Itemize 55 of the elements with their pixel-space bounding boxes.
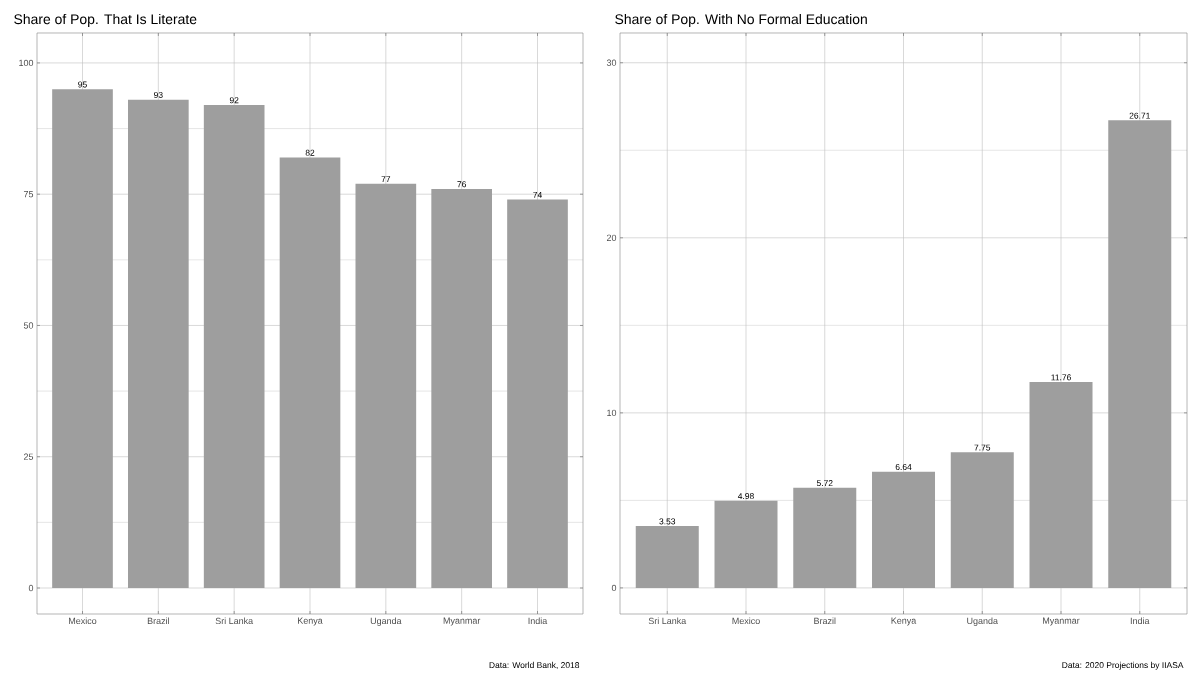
x-tick-label: India <box>528 617 548 625</box>
data-label: 4.98 <box>737 493 754 500</box>
x-tick-label: Sri Lanka <box>648 617 687 625</box>
data-label: 7.75 <box>974 444 991 451</box>
y-tick-label: 25 <box>23 453 34 460</box>
data-label: 3.53 <box>659 518 676 525</box>
x-tick-label: India <box>1130 617 1150 625</box>
data-label: 11.76 <box>1051 374 1071 381</box>
bar <box>872 471 936 588</box>
y-tick-label: 10 <box>607 409 617 417</box>
x-tick-label: Mexico <box>69 617 97 625</box>
chart-title: Share of Pop. With No Formal Education <box>615 13 867 27</box>
x-tick-label: Sri Lanka <box>215 617 254 625</box>
data-label: 26.71 <box>1129 112 1150 119</box>
y-tick-label: 100 <box>19 59 34 67</box>
bar <box>203 104 265 589</box>
data-label: 93 <box>154 91 163 98</box>
data-label: 92 <box>229 97 239 104</box>
x-tick-label: Kenya <box>298 617 323 626</box>
bar <box>793 487 857 588</box>
x-tick-label: Brazil <box>814 617 836 625</box>
y-tick-label: 75 <box>23 191 34 198</box>
text: Data: 2020 Projections by IIASA <box>1062 661 1184 670</box>
data-label: 5.72 <box>816 480 833 487</box>
bar <box>1108 120 1172 588</box>
data-label: 6.64 <box>895 463 912 470</box>
x-tick-label: Uganda <box>967 617 998 626</box>
bar <box>1029 382 1093 588</box>
bar <box>950 452 1014 588</box>
x-tick-label: Myanmar <box>443 617 481 626</box>
chart-title: Share of Pop. That Is Literate <box>14 13 197 27</box>
bar <box>635 526 699 588</box>
data-label: 77 <box>381 176 391 182</box>
x-tick-label: Brazil <box>147 617 169 625</box>
data-label: 76 <box>457 181 467 188</box>
text: Data: World Bank, 2018 <box>489 661 580 670</box>
bar <box>279 157 341 589</box>
y-tick-label: 30 <box>606 59 617 66</box>
y-tick-label: 0 <box>28 584 34 592</box>
bar <box>128 99 189 589</box>
bar <box>714 500 778 588</box>
x-tick-label: Uganda <box>370 617 402 626</box>
y-tick-label: 50 <box>23 322 34 329</box>
data-label: 74 <box>533 191 542 198</box>
data-label: 82 <box>305 149 315 156</box>
x-tick-label: Kenya <box>891 617 917 626</box>
y-tick-label: 0 <box>611 584 617 592</box>
bar <box>507 199 568 589</box>
bar <box>431 188 492 589</box>
x-tick-label: Mexico <box>732 617 760 625</box>
x-tick-label: Myanmar <box>1043 617 1080 626</box>
y-tick-label: 20 <box>606 234 617 241</box>
data-label: 95 <box>78 81 87 88</box>
bar <box>355 183 417 589</box>
bar <box>52 89 113 589</box>
